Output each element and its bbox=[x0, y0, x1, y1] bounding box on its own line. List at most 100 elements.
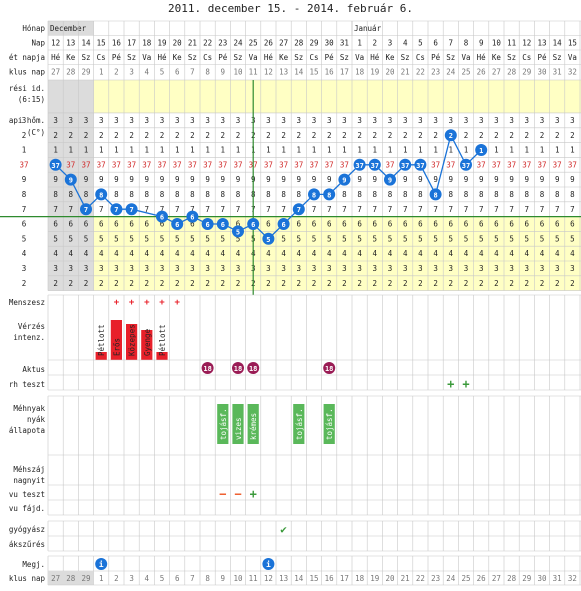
weekday-label: Hé bbox=[51, 53, 61, 62]
temp-scale-digit: 9 bbox=[570, 175, 575, 184]
temp-scale-digit: 6 bbox=[160, 220, 165, 229]
mucus-bar bbox=[232, 404, 244, 444]
temp-scale-digit: 37 bbox=[568, 160, 577, 169]
temp-scale-digit: 3 bbox=[312, 116, 317, 125]
temp-scale-digit: 1 bbox=[540, 146, 545, 155]
cycle-day: 17 bbox=[340, 68, 349, 77]
cycle-day: 28 bbox=[66, 68, 76, 77]
temp-scale-digit: 8 bbox=[205, 190, 210, 199]
mucus-label: krémes bbox=[249, 413, 258, 440]
row-label-bleeding: Vérzés bbox=[18, 322, 45, 331]
temperature-point bbox=[338, 173, 351, 186]
temp-scale-digit: 5 bbox=[297, 234, 302, 243]
temp-scale-digit: 3 bbox=[145, 264, 150, 273]
temp-scale-digit: 7 bbox=[312, 205, 317, 214]
cycle-day: 8 bbox=[205, 68, 210, 77]
temp-scale-digit: 8 bbox=[509, 190, 514, 199]
weekday-label: Sz bbox=[81, 53, 90, 62]
temp-scale-digit: 4 bbox=[312, 249, 317, 258]
temp-scale-digit: 2 bbox=[357, 131, 362, 140]
temp-scale-digit: 2 bbox=[69, 279, 74, 288]
row-label-cycle-day-footer: klus nap bbox=[9, 574, 46, 583]
day-number: 5 bbox=[418, 39, 423, 48]
temp-scale-digit: 3 bbox=[175, 264, 180, 273]
weekday-label: Sz bbox=[340, 53, 349, 62]
temp-scale-digit: 1 bbox=[388, 146, 393, 155]
temp-scale-digit: 4 bbox=[418, 249, 423, 258]
temp-scale-digit: 2 bbox=[418, 279, 423, 288]
temp-scale-digit: 5 bbox=[464, 234, 469, 243]
temp-scale-digit: 7 bbox=[342, 205, 347, 214]
temperature-point-label: 8 bbox=[433, 191, 437, 199]
intercourse-marker-label: 18 bbox=[234, 365, 242, 373]
temp-scale-left: 6 bbox=[22, 220, 27, 229]
temp-scale-digit: 2 bbox=[342, 131, 347, 140]
temp-scale-digit: 3 bbox=[266, 264, 271, 273]
temp-scale-digit: 37 bbox=[492, 160, 501, 169]
temp-scale-digit: 7 bbox=[160, 205, 165, 214]
temp-scale-digit: 5 bbox=[281, 234, 286, 243]
temperature-point bbox=[156, 210, 168, 223]
temp-scale-digit: 9 bbox=[221, 175, 226, 184]
temperature-point-label: 9 bbox=[69, 177, 73, 185]
footer-cycle-day: 9 bbox=[221, 574, 226, 583]
temp-scale-digit: 9 bbox=[357, 175, 362, 184]
weekday-label: Pé bbox=[537, 53, 547, 62]
footer-cycle-day: 28 bbox=[507, 574, 517, 583]
footer-cycle-day: 29 bbox=[522, 574, 531, 583]
temp-scale-digit: 2 bbox=[190, 279, 195, 288]
row-label-measure-time: rési id. bbox=[9, 84, 45, 93]
temp-scale-digit: 4 bbox=[464, 249, 469, 258]
temp-scale-digit: 1 bbox=[494, 146, 499, 155]
temp-scale-digit: 37 bbox=[553, 160, 562, 169]
temp-scale-digit: 2 bbox=[388, 131, 393, 140]
temp-scale-digit: 8 bbox=[342, 190, 347, 199]
temperature-point-label: 37 bbox=[51, 162, 59, 170]
temp-scale-digit: 2 bbox=[205, 131, 210, 140]
temp-scale-digit: 6 bbox=[403, 220, 408, 229]
temp-scale-digit: 7 bbox=[221, 205, 226, 214]
footer-cycle-day: 27 bbox=[51, 574, 60, 583]
cycle-day: 12 bbox=[264, 68, 273, 77]
mucus-bar bbox=[247, 404, 259, 444]
temperature-point bbox=[64, 173, 77, 186]
temp-scale-digit: 7 bbox=[555, 205, 560, 214]
temp-scale-digit: 6 bbox=[190, 220, 195, 229]
temp-scale-digit: 6 bbox=[342, 220, 347, 229]
temperature-point bbox=[110, 203, 123, 216]
temp-scale-digit: 3 bbox=[114, 116, 119, 125]
weekday-label: Ke bbox=[173, 53, 183, 62]
temp-scale-digit: 3 bbox=[449, 116, 454, 125]
weekday-label: Hé bbox=[264, 53, 274, 62]
cycle-day: 10 bbox=[233, 68, 243, 77]
temp-scale-digit: 3 bbox=[175, 116, 180, 125]
temp-scale-digit: 2 bbox=[403, 279, 408, 288]
temperature-point bbox=[429, 188, 442, 201]
temp-scale-digit: 5 bbox=[433, 234, 438, 243]
temp-scale-digit: 2 bbox=[205, 279, 210, 288]
day-number: 10 bbox=[492, 39, 502, 48]
temperature-point bbox=[262, 232, 275, 245]
cycle-day: 21 bbox=[401, 68, 410, 77]
temp-scale-digit: 1 bbox=[205, 146, 210, 155]
cycle-day: 1 bbox=[99, 68, 104, 77]
temp-scale-digit: 1 bbox=[418, 146, 423, 155]
temp-scale-digit: 3 bbox=[570, 116, 575, 125]
temp-scale-digit: 9 bbox=[175, 175, 180, 184]
temp-scale-digit: 9 bbox=[312, 175, 317, 184]
menses-marker: + bbox=[144, 298, 150, 308]
weekday-label: Va bbox=[568, 53, 577, 62]
temp-scale-digit: 2 bbox=[266, 279, 271, 288]
day-number: 16 bbox=[112, 39, 122, 48]
temp-scale-digit: 6 bbox=[494, 220, 499, 229]
footer-cycle-day: 4 bbox=[145, 574, 150, 583]
temp-scale-left: 4 bbox=[22, 249, 27, 258]
row-label-ovulation-test: vu teszt bbox=[9, 490, 45, 499]
temp-scale-digit: 9 bbox=[266, 175, 271, 184]
temp-scale-digit: 7 bbox=[327, 205, 332, 214]
temp-scale-digit: 1 bbox=[53, 146, 58, 155]
cycle-day: 25 bbox=[461, 68, 470, 77]
temp-scale-digit: 8 bbox=[114, 190, 119, 199]
temp-scale-digit: 6 bbox=[327, 220, 332, 229]
temp-past-bg bbox=[48, 113, 94, 128]
